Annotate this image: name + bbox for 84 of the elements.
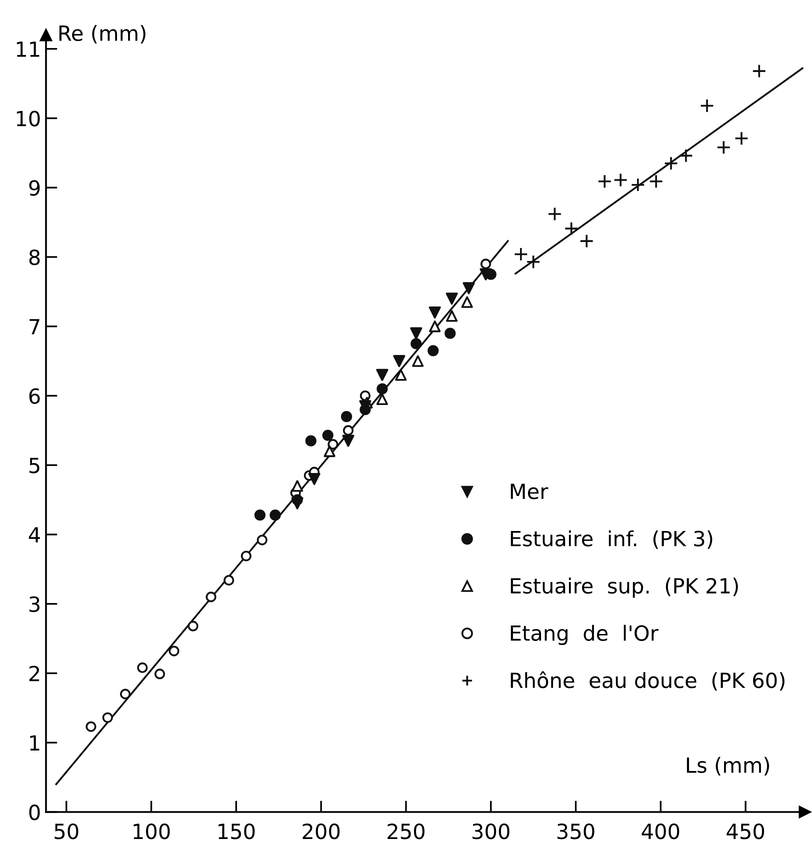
point [342, 425, 354, 436]
x-axis-title: Ls (mm) [686, 756, 770, 776]
legend-label: Rhône eau douce (PK 60) [510, 671, 784, 691]
point [580, 234, 594, 248]
point [700, 98, 714, 113]
point [548, 206, 562, 222]
x-tick-label: 250 [388, 823, 424, 840]
point [526, 254, 540, 269]
point [678, 148, 694, 163]
point [256, 534, 268, 546]
point [428, 306, 441, 319]
point [664, 156, 678, 170]
point [254, 510, 266, 521]
point [446, 310, 458, 322]
legend-label: Estuaire sup. (PK 21) [510, 578, 738, 598]
y-tick-label: 10 [16, 110, 40, 126]
point [461, 296, 473, 308]
x-tick-label: 450 [726, 823, 764, 840]
point [305, 435, 316, 446]
point [480, 268, 492, 280]
y-tick-label: 4 [28, 527, 40, 542]
point [410, 327, 422, 340]
point [376, 393, 388, 406]
point [102, 712, 113, 723]
point [630, 178, 646, 192]
point [324, 445, 336, 458]
point [240, 550, 252, 562]
x-tick-label: 150 [218, 823, 255, 840]
y-tick-label: 8 [29, 249, 40, 266]
point [168, 646, 180, 656]
y-tick-label: 3 [29, 596, 40, 612]
point [154, 668, 166, 680]
point [342, 434, 354, 447]
point [188, 620, 198, 632]
point [429, 320, 441, 332]
x-tick-label: 400 [642, 823, 680, 840]
point [120, 688, 131, 700]
point [376, 383, 388, 394]
point [137, 662, 148, 673]
point [328, 439, 338, 450]
point [446, 292, 458, 305]
y-tick-label: 5 [29, 458, 40, 474]
point [514, 247, 528, 262]
y-tick-label: 7 [30, 319, 40, 334]
point [395, 369, 407, 381]
point [752, 64, 766, 78]
y-tick-label: 0 [29, 804, 40, 820]
y-tick-label: 2 [29, 666, 40, 682]
y-tick-label: 6 [29, 388, 40, 404]
point [308, 472, 320, 486]
point [444, 328, 456, 339]
point [598, 174, 612, 188]
y-tick-label: 9 [29, 180, 40, 196]
point [270, 510, 281, 521]
point [412, 355, 424, 367]
y-tick-label: 11 [16, 42, 40, 57]
legend-label: Etang de l'Or [510, 624, 658, 645]
point [648, 174, 664, 188]
point [462, 282, 475, 294]
point [480, 258, 492, 270]
x-tick-label: 350 [557, 823, 594, 840]
x-tick-label: 100 [134, 823, 170, 840]
point [410, 338, 422, 350]
point [564, 221, 578, 236]
x-tick-label: 300 [472, 823, 510, 840]
point [376, 368, 388, 381]
point [734, 131, 749, 146]
y-tick-label: 1 [30, 735, 40, 751]
point [206, 592, 216, 602]
point [340, 411, 352, 422]
point [716, 140, 731, 155]
point [428, 345, 439, 356]
point [322, 430, 334, 441]
x-tick-label: 200 [302, 823, 340, 840]
point [224, 574, 234, 586]
x-tick-label: 50 [54, 823, 78, 840]
point [86, 721, 96, 732]
point [291, 497, 304, 510]
legend-label: Estuaire inf. (PK 3) [510, 530, 712, 549]
point [613, 172, 628, 188]
y-axis-title: Re (mm) [59, 24, 146, 44]
legend-label: Mer [510, 484, 548, 500]
point [393, 355, 406, 368]
point [291, 480, 304, 492]
